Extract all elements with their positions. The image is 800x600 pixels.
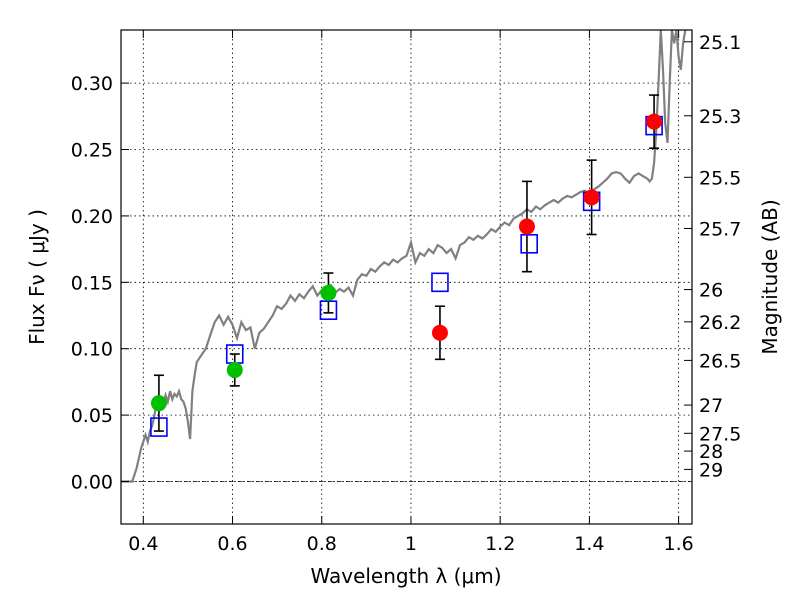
x-tick-label: 1.4 xyxy=(574,533,604,555)
optical-flux-point xyxy=(320,284,337,301)
y-tick-label: 0.05 xyxy=(71,405,113,427)
x-tick-labels: 0.4 0.6 0.8 1 1.2 1.4 1.6 xyxy=(128,533,694,555)
magnitude-tick-label: 26 xyxy=(699,280,723,302)
x-tick-label: 0.4 xyxy=(128,533,158,555)
magnitude-tick-label: 29 xyxy=(699,459,723,481)
y-tick-label: 0.15 xyxy=(71,272,113,294)
axis-ticks xyxy=(121,30,692,524)
observed-photometry-markers xyxy=(150,113,663,412)
y-tick-label: 0.00 xyxy=(71,472,113,494)
plot-area xyxy=(121,30,687,483)
model-photometry-square xyxy=(520,234,538,254)
magnitude-tick-label: 26.2 xyxy=(699,312,741,334)
x-tick-label: 1.6 xyxy=(664,533,694,555)
magnitude-axis-label: Magnitude (AB) xyxy=(758,199,782,354)
magnitude-tick-label: 27 xyxy=(699,395,723,417)
x-axis-label: Wavelength λ (μm) xyxy=(310,564,501,588)
magnitude-tick-label: 28 xyxy=(699,441,723,463)
x-tick-label: 0.6 xyxy=(217,533,247,555)
optical-flux-point xyxy=(226,361,243,378)
x-tick-label: 1.2 xyxy=(485,533,515,555)
magnitude-tick-label: 25.3 xyxy=(699,106,741,128)
grid-lines xyxy=(121,30,692,524)
y-tick-label: 0.25 xyxy=(71,140,113,162)
x-tick-label: 0.8 xyxy=(307,533,337,555)
model-photometry-square xyxy=(319,300,338,320)
magnitude-tick-label: 25.5 xyxy=(699,167,741,189)
y-tick-labels: 0.00 0.05 0.10 0.15 0.20 0.25 0.30 xyxy=(71,73,113,493)
magnitude-tick-label: 26.5 xyxy=(699,350,741,372)
infrared-flux-point xyxy=(646,113,663,130)
y-tick-label: 0.10 xyxy=(71,339,113,361)
model-spectrum-line xyxy=(121,30,687,483)
y-axis-label: Flux Fν ( μJy ) xyxy=(25,209,49,345)
infrared-flux-point xyxy=(583,189,600,206)
optical-flux-point xyxy=(150,395,167,412)
x-tick-label: 1 xyxy=(405,533,417,555)
model-photometry-square xyxy=(431,272,449,293)
magnitude-tick-label: 25.7 xyxy=(699,218,741,240)
y-tick-label: 0.30 xyxy=(71,73,113,95)
magnitude-tick-label: 25.1 xyxy=(699,32,741,54)
infrared-flux-point xyxy=(431,324,448,341)
magnitude-tick-label: 27.5 xyxy=(699,423,741,445)
infrared-flux-point xyxy=(518,218,535,235)
plot-frame xyxy=(120,29,693,525)
model-photometry-square xyxy=(150,417,168,437)
plot-background xyxy=(121,30,692,524)
y-tick-label: 0.20 xyxy=(71,206,113,228)
